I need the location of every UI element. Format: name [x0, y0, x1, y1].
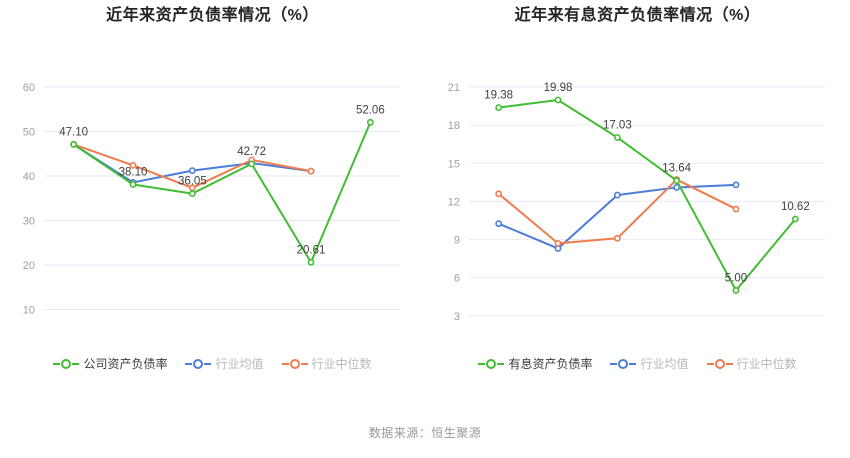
series-data-point[interactable]	[188, 167, 196, 175]
y-axis-tick-label: 15	[448, 158, 460, 170]
series-data-point[interactable]	[188, 190, 196, 197]
series-data-point[interactable]	[613, 234, 621, 242]
data-point-value-label: 19.98	[544, 82, 573, 94]
line-chart-asset-liability-ratio: 010203040506020182019202020212022202347.…	[23, 82, 400, 317]
line-chart-interest-bearing-ratio: 03691215182120182019202020212022202319.3…	[448, 82, 825, 323]
legend-item-2[interactable]: 行业中位数	[706, 357, 797, 371]
series-data-point[interactable]	[791, 215, 799, 223]
page-title-left-chart: 近年来资产负债率情况（%）	[106, 7, 319, 24]
series-data-point[interactable]	[613, 191, 621, 199]
data-point-value-label: 10.62	[781, 201, 810, 213]
data-point-value-label: 20.61	[297, 244, 326, 256]
series-data-point[interactable]	[129, 181, 137, 188]
charts-row: 近年来资产负债率情况（%） 01020304050602018201920202…	[0, 0, 850, 410]
chart-panel-interest-bearing-ratio: 近年来有息资产负债率情况（%） 036912151821201820192020…	[425, 0, 850, 410]
legend-item-label: 行业中位数	[736, 357, 797, 371]
data-point-value-label: 17.03	[603, 119, 632, 131]
legend-item-1[interactable]: 行业均值	[185, 357, 264, 371]
series-data-point[interactable]	[732, 181, 740, 189]
legend-item-0[interactable]: 有息资产负债率	[478, 358, 592, 370]
series-data-point[interactable]	[613, 134, 621, 141]
series-data-point[interactable]	[732, 205, 740, 213]
series-data-point[interactable]	[495, 104, 503, 111]
data-point-value-label: 47.10	[59, 126, 88, 138]
series-data-point[interactable]	[732, 287, 740, 294]
series-data-point[interactable]	[70, 141, 78, 148]
y-axis-tick-label: 20	[23, 260, 35, 272]
y-axis-tick-label: 6	[454, 273, 460, 285]
data-point-value-label: 42.72	[237, 146, 266, 158]
data-source-note: 数据来源：恒生聚源	[368, 426, 482, 440]
chart-legend-left: 公司资产负债率 行业均值 行业中位数	[0, 351, 425, 377]
series-data-point[interactable]	[307, 167, 315, 175]
y-axis-tick-label: 50	[23, 127, 35, 139]
series-data-point[interactable]	[495, 190, 503, 198]
y-axis-tick-label: 3	[454, 311, 460, 323]
data-point-value-label: 36.05	[178, 176, 207, 188]
series-line-0	[497, 98, 797, 292]
series-data-point[interactable]	[307, 258, 315, 266]
page-title-right-chart: 近年来有息资产负债率情况（%）	[514, 7, 761, 24]
series-data-point[interactable]	[248, 160, 256, 168]
series-data-point[interactable]	[366, 118, 374, 126]
chart-canvas-left: 010203040506020182019202020212022202347.…	[0, 29, 425, 349]
data-point-value-label: 19.38	[484, 90, 513, 102]
series-data-point[interactable]	[554, 96, 562, 104]
legend-line-marker-icon	[53, 359, 80, 369]
chart-panel-asset-liability-ratio: 近年来资产负债率情况（%） 01020304050602018201920202…	[0, 0, 425, 410]
legend-line-marker-icon	[281, 359, 308, 369]
series-data-point[interactable]	[554, 239, 562, 247]
chart-canvas-right: 03691215182120182019202020212022202319.3…	[425, 29, 850, 349]
series-data-point[interactable]	[495, 220, 503, 228]
legend-item-label: 行业均值	[640, 357, 689, 371]
y-axis-tick-label: 21	[448, 82, 460, 94]
series-line-0	[72, 121, 372, 264]
y-axis-tick-label: 9	[454, 235, 460, 247]
legend-item-label: 行业中位数	[311, 357, 372, 371]
series-data-point[interactable]	[673, 177, 681, 184]
legend-item-label: 行业均值	[215, 357, 264, 371]
y-axis-tick-label: 30	[23, 216, 35, 228]
y-axis-tick-label: 12	[448, 196, 460, 208]
series-data-point[interactable]	[129, 161, 137, 169]
legend-item-1[interactable]: 行业均值	[610, 357, 689, 371]
legend-line-marker-icon	[610, 359, 637, 369]
legend-line-marker-icon	[706, 359, 733, 369]
chart-legend-right: 有息资产负债率 行业均值 行业中位数	[425, 351, 850, 377]
y-axis-tick-label: 10	[23, 305, 35, 317]
y-axis-tick-label: 40	[23, 171, 35, 183]
legend-line-marker-icon	[185, 359, 212, 369]
y-axis-tick-label: 18	[448, 120, 460, 132]
series-line-2	[497, 178, 737, 245]
data-point-value-label: 38.10	[119, 166, 148, 178]
legend-item-label: 有息资产负债率	[508, 357, 593, 371]
y-axis-tick-label: 60	[23, 82, 35, 94]
legend-line-marker-icon	[478, 359, 505, 369]
legend-item-2[interactable]: 行业中位数	[281, 357, 372, 371]
legend-item-0[interactable]: 公司资产负债率	[53, 358, 167, 370]
data-point-value-label: 5.00	[725, 272, 747, 284]
data-point-value-label: 52.06	[356, 104, 385, 116]
data-point-value-label: 13.64	[662, 163, 691, 175]
legend-item-label: 公司资产负债率	[83, 357, 168, 371]
